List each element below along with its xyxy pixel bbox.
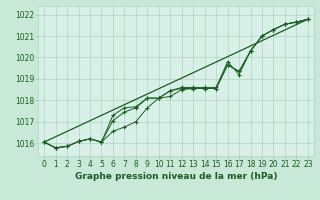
X-axis label: Graphe pression niveau de la mer (hPa): Graphe pression niveau de la mer (hPa)	[75, 172, 277, 181]
